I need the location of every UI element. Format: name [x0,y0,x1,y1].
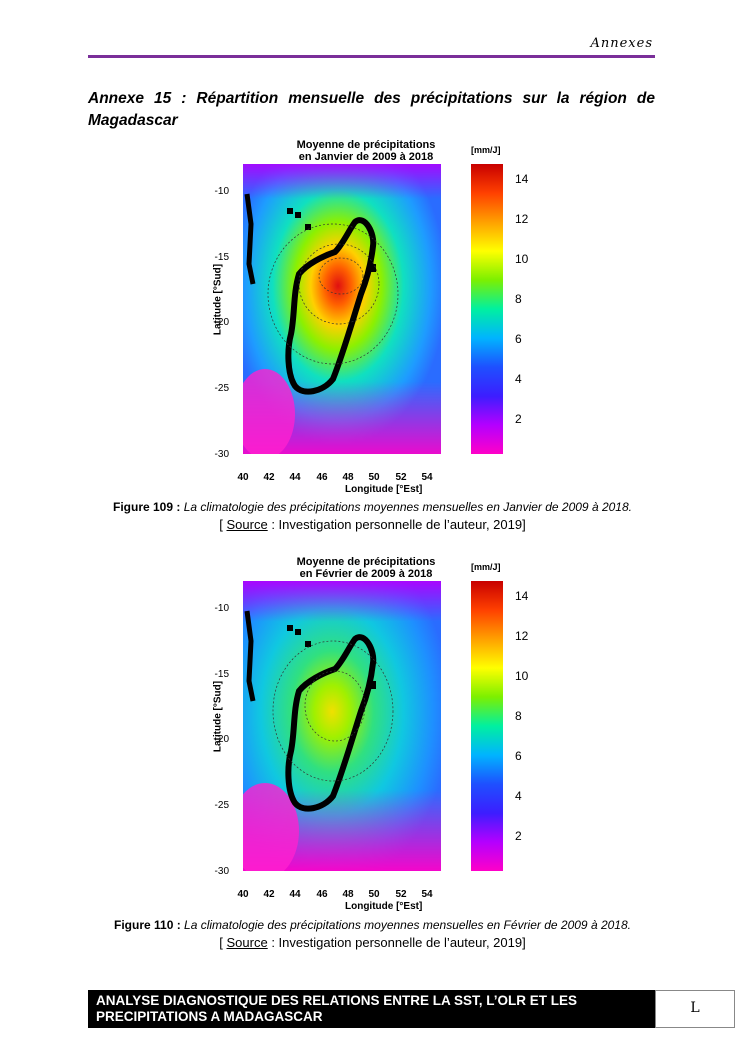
source-open: [ [219,517,227,532]
x-tick: 52 [395,889,407,900]
figure-title-line2: en Février de 2009 à 2018 [299,568,433,580]
x-tick: 46 [316,472,328,483]
x-tick: 54 [421,472,433,483]
y-tick: -30 [214,866,229,877]
x-axis-label: Longitude [°Est] [345,901,423,912]
figure-title-line1: Moyenne de précipitations [296,556,436,568]
x-tick: 48 [342,472,354,483]
y-tick: -10 [214,603,229,614]
figure-title-line1: Moyenne de précipitations [296,139,436,151]
y-axis-label: Latitude [°Sud] [212,680,224,753]
colorbar-tick: 14 [515,172,529,186]
header-rule [88,55,655,58]
caption-number: Figure 110 : [114,918,181,932]
colorbar-tick: 14 [515,589,529,603]
figure-source: [ Source : Investigation personnelle de … [60,517,685,532]
source-open: [ [219,935,227,950]
figure-caption: Figure 109 : La climatologie des précipi… [60,500,685,514]
source-rest: : Investigation personnelle de l’auteur,… [267,517,526,532]
colorbar-tick: 2 [515,829,522,843]
colorbar-unit: [mm/J] [471,145,501,155]
y-tick: -25 [214,383,229,394]
annex-title: Annexe 15 : Répartition mensuelle des pr… [88,90,655,129]
figure-source: [ Source : Investigation personnelle de … [60,935,685,950]
caption-number: Figure 109 : [113,500,181,514]
y-tick: -30 [214,449,229,460]
y-tick: -15 [214,252,229,263]
colorbar-unit: [mm/J] [471,562,501,572]
x-tick: 40 [237,472,249,483]
colorbar-tick: 6 [515,332,522,346]
footer-line1: ANALYSE DIAGNOSTIQUE DES RELATIONS ENTRE… [96,993,578,1008]
running-head: Annexes [590,36,653,51]
figure-caption: Figure 110 : La climatologie des précipi… [60,918,685,932]
y-axis-label: Latitude [°Sud] [212,263,224,336]
figure-title: Moyenne de précipitations en Janvier de … [291,139,441,163]
colorbar-tick: 10 [515,252,529,266]
x-tick: 50 [368,472,380,483]
colorbar-tick: 10 [515,669,529,683]
caption-text: La climatologie des précipitations moyen… [184,918,631,932]
precipitation-map [243,164,441,454]
source-rest: : Investigation personnelle de l’auteur,… [267,935,526,950]
x-tick: 46 [316,889,328,900]
figure-title-line2: en Janvier de 2009 à 2018 [298,151,434,163]
figure-february: Moyenne de précipitations en Février de … [195,553,529,913]
colorbar-tick: 4 [515,789,522,803]
colorbar-tick: 8 [515,709,522,723]
y-tick: -25 [214,800,229,811]
figure-title: Moyenne de précipitations en Février de … [291,556,441,580]
footer-banner: ANALYSE DIAGNOSTIQUE DES RELATIONS ENTRE… [88,990,655,1028]
y-tick: -15 [214,669,229,680]
source-word: Source [226,517,268,532]
colorbar-tick: 8 [515,292,522,306]
x-tick: 52 [395,472,407,483]
page-number: L [655,990,735,1028]
x-tick: 42 [263,889,275,900]
x-tick: 42 [263,472,275,483]
y-tick: -20 [214,317,229,328]
footer-line2: PRECIPITATIONS A MADAGASCAR [96,1009,323,1024]
colorbar-tick: 12 [515,629,529,643]
colorbar-tick: 12 [515,212,529,226]
figure-january: Moyenne de précipitations en Janvier de … [195,136,529,496]
x-axis-label: Longitude [°Est] [345,484,423,495]
colorbar-tick: 4 [515,372,522,386]
x-tick: 48 [342,889,354,900]
x-tick: 44 [289,889,301,900]
caption-text: La climatologie des précipitations moyen… [183,500,632,514]
x-tick: 40 [237,889,249,900]
colorbar [471,581,503,871]
x-tick: 50 [368,889,380,900]
colorbar-tick: 2 [515,412,522,426]
y-tick: -10 [214,186,229,197]
y-tick: -20 [214,734,229,745]
x-tick: 44 [289,472,301,483]
colorbar [471,164,503,454]
colorbar-tick: 6 [515,749,522,763]
x-tick: 54 [421,889,433,900]
precipitation-map [243,581,441,871]
source-word: Source [226,935,268,950]
